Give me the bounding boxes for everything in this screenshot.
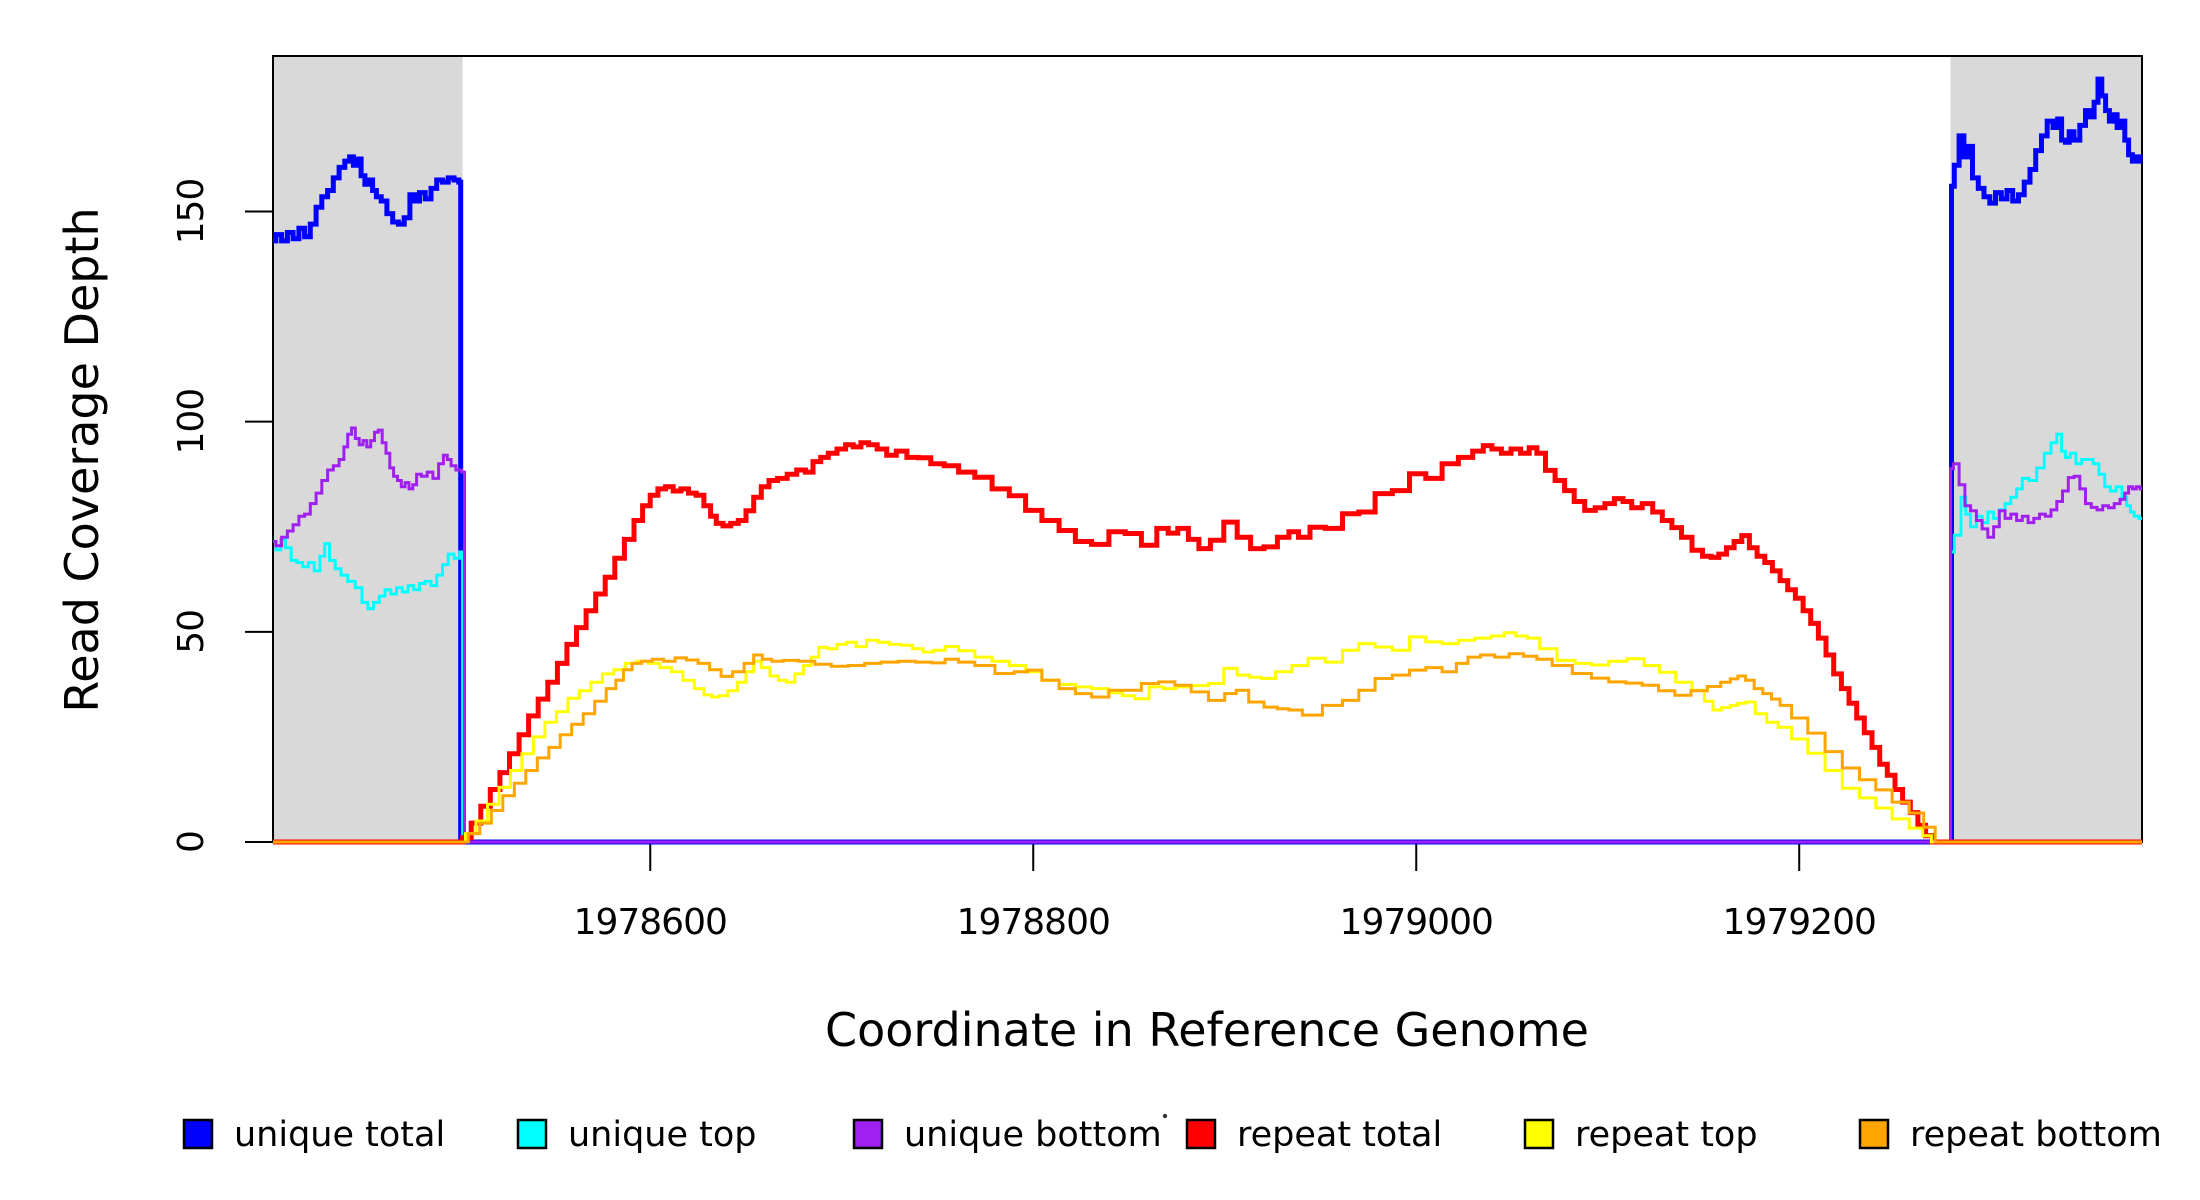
shaded-region-left: [273, 56, 463, 842]
plot-box: [272, 55, 2143, 843]
legend-swatch-repeat-total: [1185, 1118, 1217, 1150]
series-line-unique-bottom: [273, 426, 2142, 844]
stray-dot-artifact: [1162, 1113, 1168, 1119]
y-tick-label-1: 50: [171, 610, 212, 654]
series-line-unique-total: [273, 76, 2143, 845]
legend-label-repeat-total: repeat total: [1237, 1115, 1442, 1155]
x-tick-label-2: 1979000: [1340, 902, 1493, 943]
series-line-repeat-total: [273, 440, 2142, 845]
shaded-region-right: [1950, 56, 2142, 842]
x-axis-title: Coordinate in Reference Genome: [825, 1003, 1589, 1057]
legend-swatch-unique-top: [516, 1118, 548, 1150]
legend-label-unique-total: unique total: [234, 1115, 445, 1155]
x-tick-label-3: 1979200: [1723, 902, 1876, 943]
legend-label-repeat-bottom: repeat bottom: [1910, 1115, 2162, 1155]
legend-swatch-unique-total: [182, 1118, 214, 1150]
y-tick-label-3: 150: [171, 179, 212, 245]
legend-label-repeat-top: repeat top: [1575, 1115, 1758, 1155]
y-tick-label-2: 100: [171, 389, 212, 455]
legend-swatch-repeat-top: [1523, 1118, 1555, 1150]
x-tick-label-1: 1978800: [957, 902, 1110, 943]
y-axis-title: Read Coverage Depth: [55, 207, 109, 713]
legend-swatch-unique-bottom: [852, 1118, 884, 1150]
legend-swatch-repeat-bottom: [1858, 1118, 1890, 1150]
legend-label-unique-top: unique top: [568, 1115, 757, 1155]
x-tick-label-0: 1978600: [574, 902, 727, 943]
series-line-repeat-top: [273, 631, 2142, 844]
series-line-repeat-bottom: [273, 652, 2142, 844]
legend-label-unique-bottom: unique bottom: [904, 1115, 1162, 1155]
y-tick-label-0: 0: [171, 831, 212, 853]
